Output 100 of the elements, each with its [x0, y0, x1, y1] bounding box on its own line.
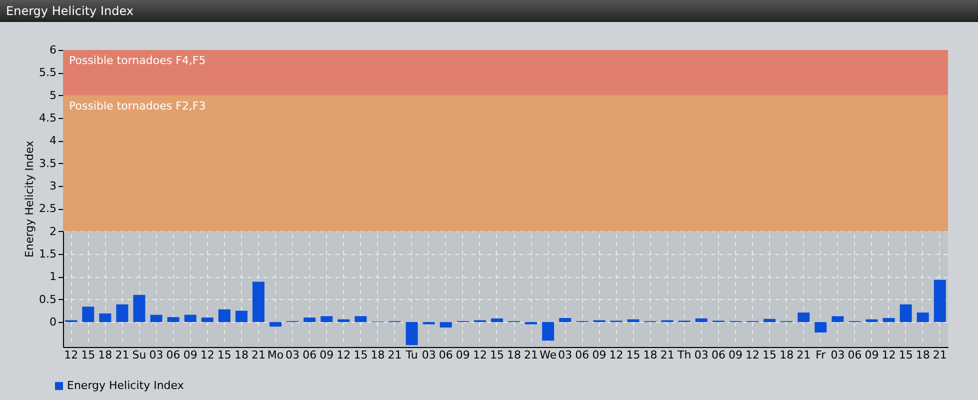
x-tick-label: Th — [676, 348, 692, 362]
bar — [627, 319, 640, 322]
bar — [218, 309, 230, 322]
bar — [440, 322, 452, 328]
bar — [304, 318, 316, 322]
x-tick-label: Su — [132, 348, 146, 362]
x-tick-label: 12 — [200, 348, 214, 362]
bar — [798, 312, 810, 322]
x-tick-label: 18 — [643, 348, 658, 362]
x-tick-label: Mo — [267, 348, 284, 362]
x-tick-label: 18 — [234, 348, 248, 362]
bar — [82, 306, 94, 322]
x-tick-label: 15 — [354, 348, 368, 362]
bar — [116, 304, 128, 322]
bar — [900, 304, 912, 322]
bar — [167, 317, 180, 322]
x-tick-label: 12 — [472, 348, 487, 362]
y-tick-label: 3.5 — [39, 156, 56, 170]
x-tick-label: 09 — [320, 348, 334, 362]
x-tick-label: 03 — [422, 348, 436, 362]
bar — [406, 322, 418, 346]
x-tick-label: 12 — [64, 348, 78, 362]
x-tick-label: 15 — [217, 348, 232, 362]
bar — [354, 316, 367, 322]
x-tick-label: 15 — [626, 348, 640, 362]
x-tick-label: 21 — [660, 348, 674, 362]
x-tick-label: 18 — [507, 348, 522, 362]
band-label: Possible tornadoes F2,F3 — [69, 99, 206, 112]
x-tick-label: 09 — [456, 348, 470, 362]
x-tick-label: 03 — [149, 348, 164, 362]
band-label: Possible tornadoes F4,F5 — [69, 54, 206, 67]
y-tick-label: 3 — [50, 180, 56, 193]
chart-title: Energy Helicity Index — [0, 0, 978, 22]
x-tick-label: 21 — [388, 348, 402, 362]
x-tick-label: Tu — [404, 348, 418, 362]
bar — [320, 316, 333, 322]
y-tick-label: 4.5 — [39, 112, 56, 125]
x-tick-label: 18 — [780, 348, 794, 362]
x-tick-label: 09 — [728, 348, 742, 362]
x-tick-label: 18 — [98, 348, 112, 362]
x-tick-label: Fr — [816, 348, 826, 362]
y-tick-label: 4 — [50, 134, 56, 148]
x-tick-label: 06 — [302, 348, 317, 362]
y-tick-label: 5.5 — [39, 66, 56, 80]
bar — [916, 312, 929, 322]
y-axis-title: Energy Helicity Index — [23, 140, 36, 258]
bar — [184, 314, 196, 322]
bar — [866, 319, 878, 322]
x-tick-label: 03 — [694, 348, 708, 362]
bar — [235, 310, 248, 322]
y-tick-label: 5 — [50, 88, 56, 102]
bar — [150, 314, 162, 322]
bar — [934, 280, 946, 322]
bar — [559, 318, 572, 322]
bar — [490, 318, 503, 322]
x-tick-label: 03 — [830, 348, 845, 362]
y-tick-label: 2 — [50, 224, 56, 238]
x-tick-label: 12 — [882, 348, 896, 362]
bar — [542, 322, 554, 341]
x-tick-label: We — [540, 348, 557, 362]
x-tick-label: 09 — [183, 348, 198, 362]
x-tick-label: 21 — [251, 348, 266, 362]
x-tick-label: 15 — [898, 348, 913, 362]
x-tick-label: 09 — [864, 348, 879, 362]
x-tick-label: 21 — [932, 348, 947, 362]
bar — [252, 282, 264, 322]
bar — [832, 316, 844, 322]
bar — [99, 313, 112, 322]
legend-label: Energy Helicity Index — [67, 378, 184, 393]
y-tick-label: 1 — [50, 270, 56, 284]
y-tick-label: 0.5 — [39, 292, 56, 306]
bar — [764, 318, 776, 322]
x-tick-label: 12 — [609, 348, 624, 362]
y-tick-label: 2.5 — [39, 202, 56, 216]
x-tick-label: 03 — [558, 348, 572, 362]
x-tick-label: 03 — [286, 348, 300, 362]
bar — [133, 294, 146, 322]
x-tick-label: 06 — [166, 348, 180, 362]
bar — [270, 322, 282, 327]
x-tick-label: 12 — [746, 348, 760, 362]
x-tick-label: 06 — [711, 348, 726, 362]
x-tick-label: 21 — [796, 348, 811, 362]
bar — [882, 318, 895, 322]
bar — [814, 322, 827, 332]
x-tick-label: 06 — [438, 348, 453, 362]
x-tick-label: 15 — [490, 348, 504, 362]
y-tick-label: 0 — [50, 316, 56, 329]
x-tick-label: 18 — [916, 348, 930, 362]
bar — [201, 318, 214, 322]
x-tick-label: 15 — [81, 348, 96, 362]
x-tick-label: 12 — [336, 348, 351, 362]
x-tick-label: 18 — [370, 348, 385, 362]
x-tick-label: 09 — [592, 348, 606, 362]
y-tick-label: 6 — [50, 44, 56, 56]
x-tick-label: 21 — [115, 348, 130, 362]
x-tick-label: 15 — [762, 348, 777, 362]
x-tick-label: 06 — [575, 348, 590, 362]
bar — [695, 318, 708, 322]
x-tick-label: 06 — [848, 348, 862, 362]
y-tick-label: 1.5 — [39, 248, 56, 261]
